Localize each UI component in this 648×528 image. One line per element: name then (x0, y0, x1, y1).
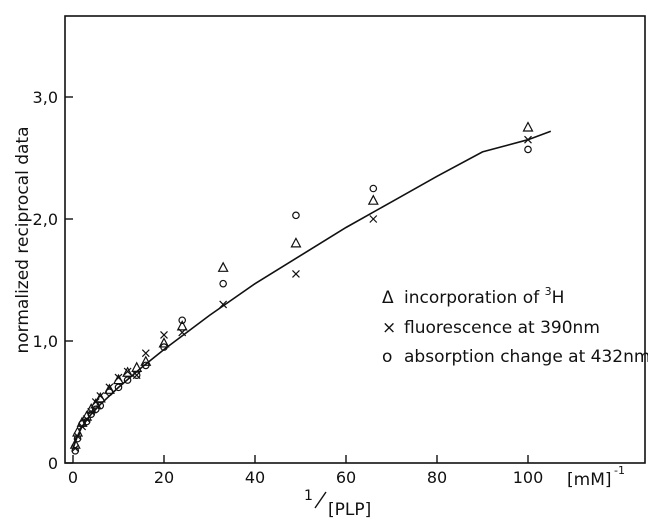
x-tick-label: 100 (513, 468, 544, 487)
cross-point (114, 373, 123, 382)
circle-point (87, 410, 96, 419)
cross-point (123, 367, 132, 376)
cross-point (71, 444, 80, 453)
circle-point (524, 145, 532, 154)
cross-point (292, 269, 300, 278)
cross-point (73, 432, 82, 441)
triangle-point (113, 373, 124, 385)
cross-point (141, 349, 150, 358)
y-axis-label: normalized reciprocal data (13, 126, 33, 353)
circle-point (71, 446, 80, 455)
circle-point (292, 211, 300, 220)
legend-label-absorption: absorption change at 432nm (404, 347, 648, 367)
circle-point (178, 316, 187, 325)
x-unit-exponent: -1 (614, 464, 625, 477)
legend-entry-absorption: o absorption change at 432nm (382, 347, 648, 367)
legend-label-incorporation: incorporation of (404, 288, 545, 308)
plot-frame (64, 15, 646, 464)
circle-point (160, 343, 168, 351)
circle-point (91, 405, 100, 414)
circle-point (132, 371, 141, 379)
circle-point (114, 383, 123, 392)
triangle-point (140, 355, 152, 366)
circle-point (123, 376, 132, 384)
x-axis-ticks: 0 20 40 60 80 100 (68, 455, 543, 487)
circle-point (105, 388, 114, 397)
legend-label-superscript: 3 (545, 285, 552, 298)
triangle-point (176, 320, 188, 331)
legend-symbol-cross: × (382, 318, 396, 338)
svg-text:incorporation of 3H: incorporation of 3H (404, 285, 564, 308)
circle-point (369, 184, 378, 193)
cross-point (219, 300, 228, 309)
y-tick-label: 2,0 (33, 210, 58, 229)
legend-entry-fluorescence: × fluorescence at 390nm (382, 318, 600, 338)
x-axis-label-denominator: [PLP] (328, 500, 371, 520)
legend-label-fluorescence: fluorescence at 390nm (404, 318, 600, 338)
x-axis-label-slash (314, 491, 327, 509)
legend-label-suffix: H (552, 288, 565, 308)
x-tick-label: 60 (336, 468, 356, 487)
legend: Δ incorporation of 3H × fluorescence at … (382, 285, 648, 367)
triangle-point (522, 121, 534, 132)
x-axis-label-numerator: 1 (304, 488, 313, 504)
legend-symbol-circle: o (382, 347, 392, 367)
cross-point (87, 407, 96, 416)
legend-entry-incorporation: Δ incorporation of 3H (382, 285, 564, 308)
y-tick-label: 3,0 (33, 88, 58, 107)
x-tick-label: 40 (245, 468, 265, 487)
cross-point (160, 330, 168, 339)
circle-point (96, 401, 105, 410)
triangle-point (131, 361, 143, 372)
cross-point (178, 328, 187, 337)
circle-point (82, 417, 91, 426)
triangle-point (158, 337, 170, 348)
cross-point (91, 398, 100, 406)
triangle-point (290, 237, 302, 248)
cross-point (369, 215, 378, 223)
circle-point (219, 279, 227, 288)
x-tick-label: 0 (68, 468, 78, 487)
circle-point (142, 361, 150, 370)
triangle-point (122, 366, 134, 377)
triangle-point (367, 194, 379, 205)
circle-point (73, 434, 82, 443)
x-tick-label: 20 (154, 468, 174, 487)
legend-symbol-triangle: Δ (382, 288, 394, 308)
triangle-point (85, 403, 97, 414)
x-unit-label: [mM] (567, 470, 612, 490)
data-points-layer (69, 121, 534, 455)
y-tick-label: 0 (48, 454, 58, 473)
cross-point (96, 391, 105, 400)
y-tick-label: 1,0 (33, 332, 58, 351)
cross-point (524, 135, 532, 144)
triangle-point (217, 261, 229, 272)
x-tick-label: 80 (427, 468, 447, 487)
y-axis-ticks: 0 1,0 2,0 3,0 (33, 88, 73, 473)
